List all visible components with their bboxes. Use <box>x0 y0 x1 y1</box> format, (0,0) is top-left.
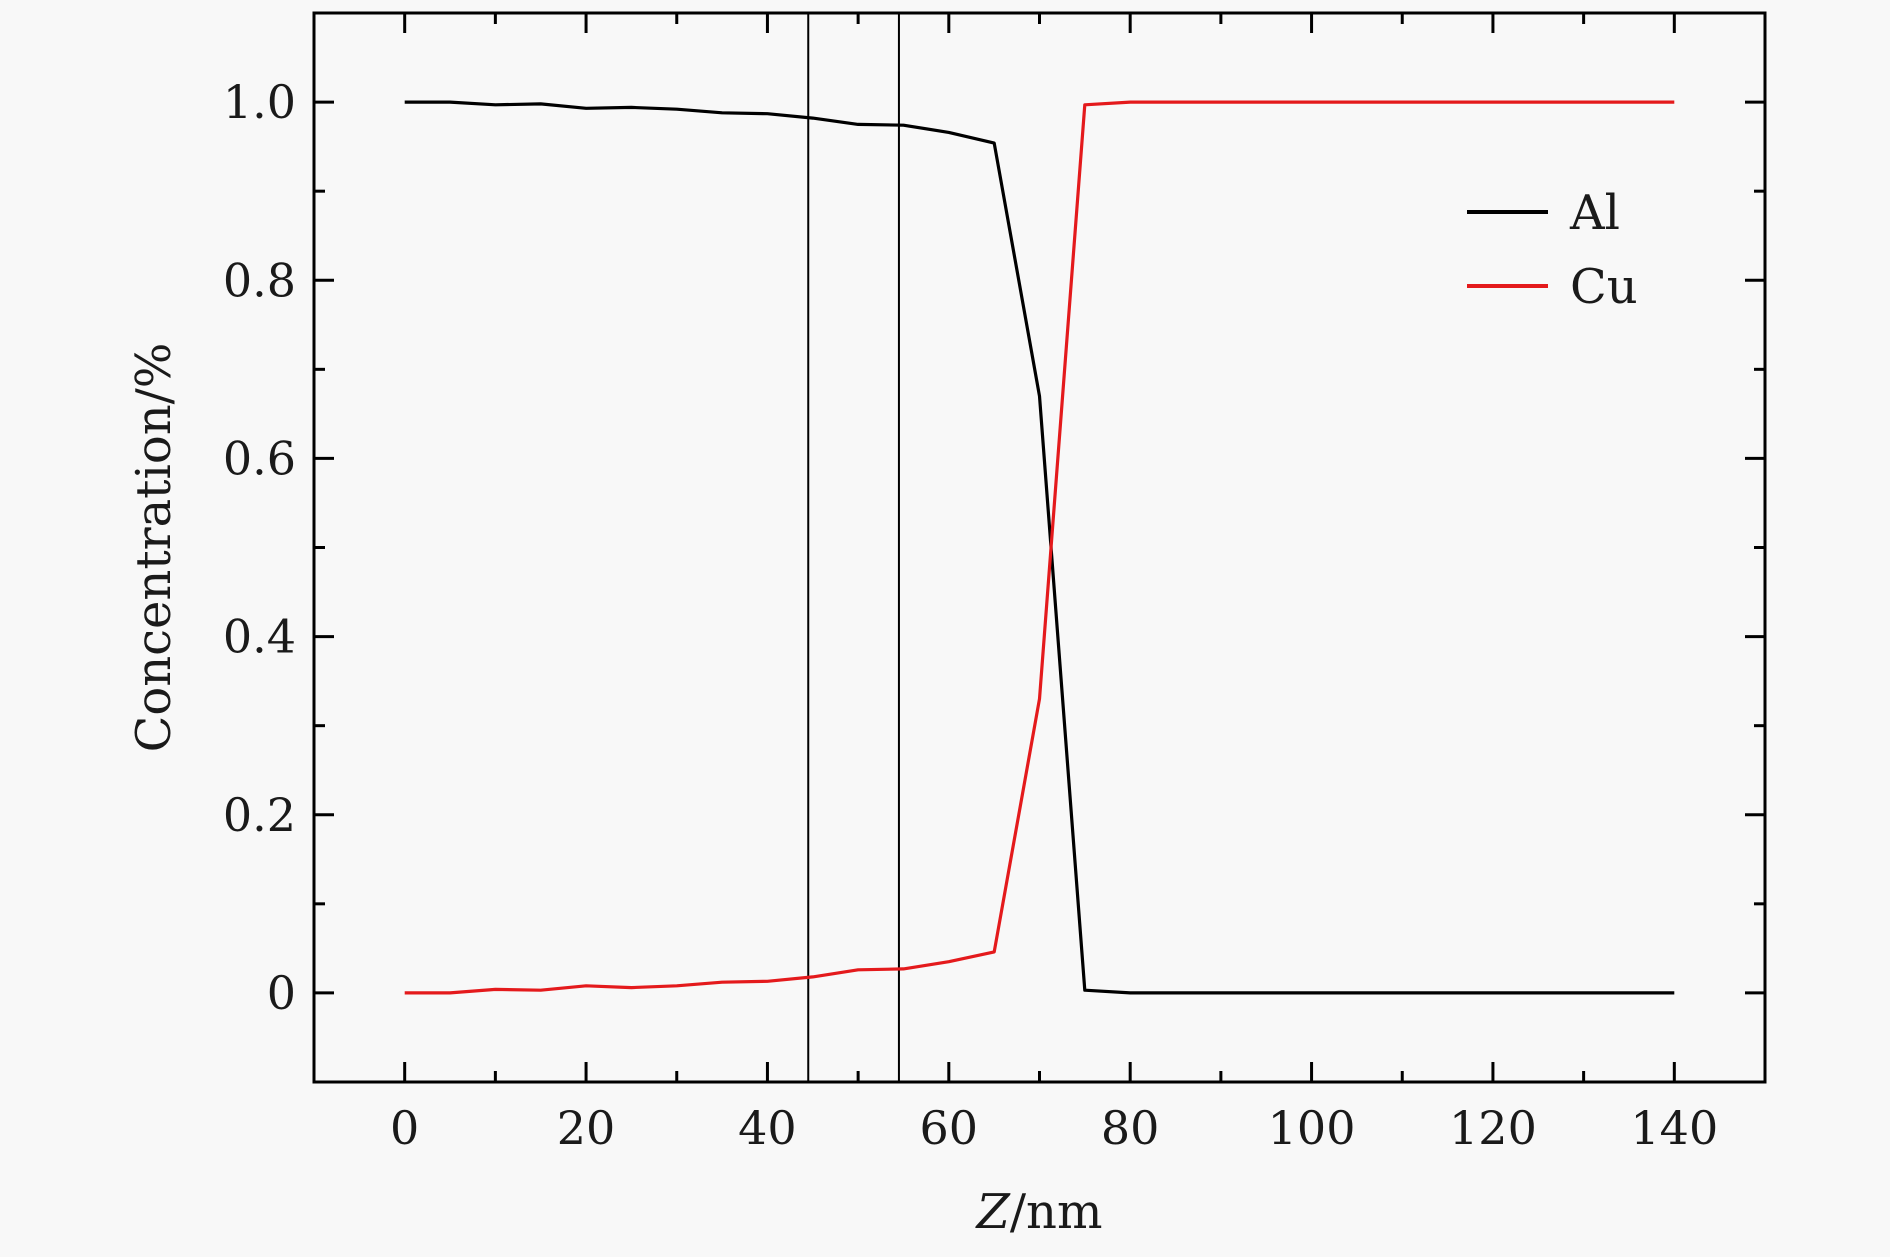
x-tick-label: 120 <box>1449 1101 1537 1155</box>
x-tick-label: 0 <box>390 1101 419 1155</box>
labels-layer: 0 20 40 60 80 100 120 140 0 0.2 0.4 0.6 0.8 1.0 Z/nm Co… <box>126 75 1718 1240</box>
x-tick-label: 80 <box>1101 1101 1160 1155</box>
y-tick-label: 1.0 <box>223 75 296 129</box>
legend-label-al: Al <box>1569 185 1620 241</box>
x-tick-label: 20 <box>557 1101 616 1155</box>
y-tick-label: 0.6 <box>223 431 296 485</box>
marks-layer <box>404 13 1675 1082</box>
y-axis-title: Concentration/% <box>126 343 182 753</box>
x-tick-label: 40 <box>738 1101 797 1155</box>
x-axis-title: Z/nm <box>975 1184 1103 1240</box>
x-tick-label: 60 <box>920 1101 979 1155</box>
axes-layer <box>312 11 1767 1084</box>
x-axis-title-variable: Z <box>975 1184 1012 1240</box>
y-tick-label: 0.8 <box>223 253 296 307</box>
legend-label-cu: Cu <box>1570 259 1638 315</box>
x-tick-label: 140 <box>1630 1101 1718 1155</box>
y-tick-label: 0 <box>267 966 296 1020</box>
y-tick-label: 0.4 <box>223 610 296 664</box>
y-tick-label: 0.2 <box>223 788 296 842</box>
x-axis-title-unit: /nm <box>1010 1184 1103 1240</box>
series-line-cu <box>404 100 1675 995</box>
x-tick-label: 100 <box>1268 1101 1356 1155</box>
series-line-al <box>404 100 1675 995</box>
legend: Al Cu <box>1467 185 1638 315</box>
